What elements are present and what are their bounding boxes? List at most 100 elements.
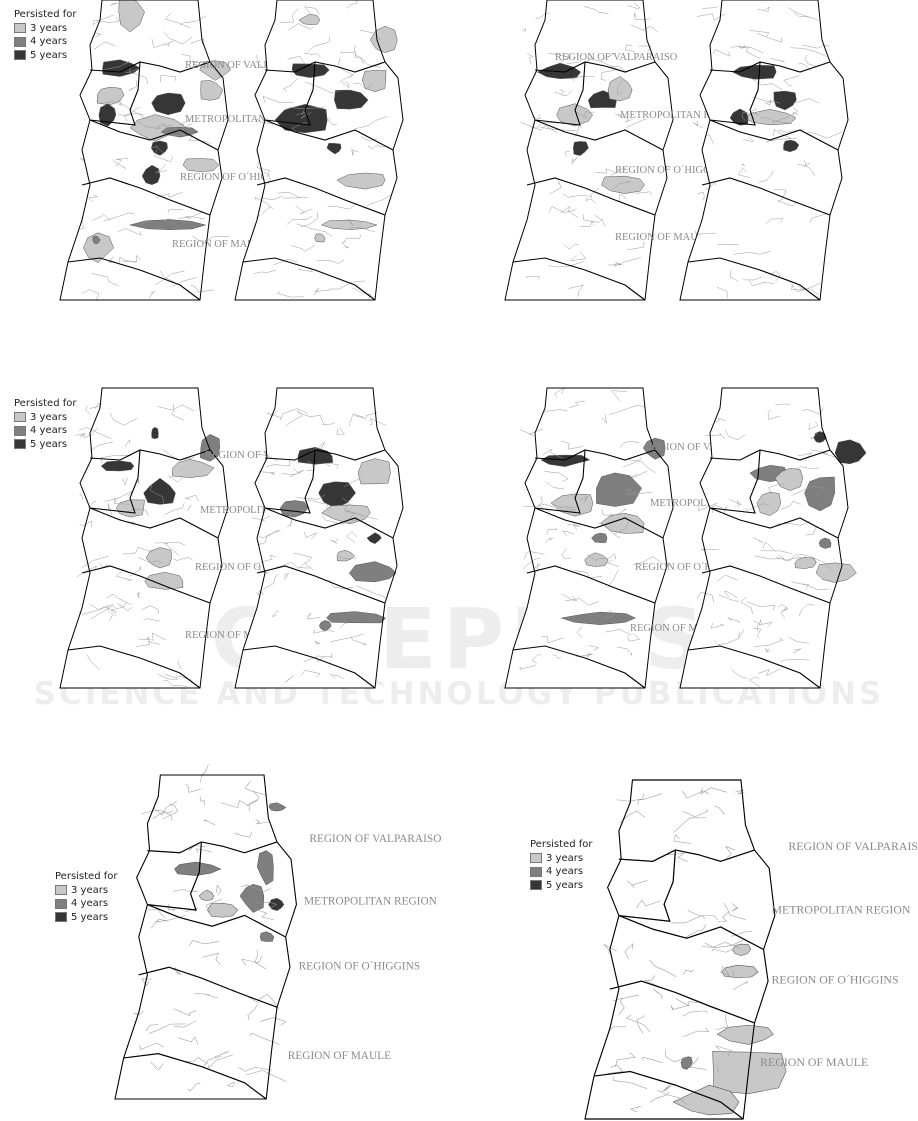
commune-border: [283, 77, 299, 92]
commune-border: [154, 150, 174, 163]
region-border: [89, 119, 219, 151]
commune-border: [187, 504, 192, 512]
commune-border: [188, 134, 212, 144]
commune-border: [748, 280, 775, 287]
commune-border: [562, 530, 574, 536]
persisted-3-years-commune: [357, 458, 391, 485]
commune-border: [162, 448, 195, 461]
region-label-ohiggins: REGION OF O´HIGGINS: [299, 960, 420, 972]
commune-border: [293, 552, 313, 563]
commune-border: [667, 852, 688, 862]
commune-border: [683, 809, 708, 818]
commune-border: [579, 220, 595, 227]
commune-border: [94, 41, 116, 50]
persisted-5-years-commune: [783, 139, 800, 153]
persisted-5-years-commune: [813, 431, 827, 443]
commune-border: [619, 810, 646, 824]
commune-border: [608, 1026, 626, 1032]
persisted-5-years-commune: [573, 141, 589, 156]
commune-border: [670, 1004, 690, 1011]
commune-border: [705, 183, 717, 190]
legend-item: 5 years: [55, 911, 118, 925]
commune-border: [103, 60, 131, 70]
commune-border: [187, 1082, 201, 1092]
region-border: [67, 645, 201, 689]
region-label-maule: REGION OF MAULE: [615, 232, 711, 243]
commune-border: [783, 75, 800, 87]
commune-border: [746, 601, 776, 611]
commune-border: [179, 119, 191, 131]
region-border: [81, 565, 211, 604]
commune-border: [247, 1003, 258, 1021]
commune-border: [696, 13, 726, 21]
legend-title: Persisted for: [55, 871, 118, 882]
commune-border: [738, 44, 764, 54]
commune-border: [744, 503, 769, 511]
commune-border: [208, 1054, 233, 1069]
region-label-ohiggins: REGION OF O´HIGGINS: [180, 172, 293, 183]
commune-border: [190, 284, 215, 293]
commune-border: [205, 898, 223, 914]
commune-border: [633, 12, 651, 20]
commune-border: [149, 290, 155, 299]
commune-border: [327, 117, 338, 125]
commune-border: [774, 189, 786, 200]
region-border: [264, 507, 394, 539]
commune-border: [164, 673, 192, 681]
persisted-3-years-commune: [556, 103, 593, 127]
commune-border: [278, 192, 301, 199]
commune-border: [523, 503, 555, 508]
commune-border: [624, 44, 635, 52]
commune-border: [117, 100, 148, 120]
commune-border: [642, 1056, 663, 1063]
commune-border: [274, 259, 298, 266]
commune-border: [192, 235, 230, 244]
legend-swatch: [55, 885, 67, 896]
commune-border: [687, 910, 718, 921]
commune-border: [613, 520, 630, 535]
region-label-maule: REGION OF MAULE: [185, 630, 281, 641]
commune-border: [715, 1045, 732, 1057]
commune-border: [684, 924, 706, 938]
commune-border: [795, 466, 820, 470]
commune-border: [248, 799, 258, 811]
region-border: [512, 645, 646, 689]
commune-border: [178, 211, 204, 219]
commune-border: [324, 462, 339, 469]
commune-border: [704, 134, 715, 145]
commune-border: [226, 1081, 236, 1088]
commune-border: [526, 53, 534, 64]
commune-border: [595, 168, 617, 174]
commune-border: [88, 500, 97, 508]
commune-border: [810, 432, 818, 440]
commune-border: [173, 1008, 197, 1017]
region-border: [618, 849, 755, 863]
commune-border: [338, 556, 358, 559]
commune-border: [791, 284, 819, 296]
commune-border: [117, 228, 142, 236]
legend-label: 5 years: [30, 49, 68, 61]
region-border: [512, 257, 646, 301]
commune-border: [561, 440, 584, 450]
commune-border: [141, 809, 174, 814]
commune-border: [241, 884, 271, 892]
commune-border: [163, 218, 171, 222]
commune-border: [764, 648, 771, 654]
commune-border: [600, 52, 616, 62]
commune-border: [636, 899, 661, 908]
region-border: [89, 449, 211, 461]
commune-border: [720, 965, 730, 976]
commune-border: [725, 845, 736, 859]
commune-border: [656, 1089, 688, 1105]
commune-border: [758, 170, 774, 183]
commune-border: [114, 497, 130, 505]
commune-border: [262, 574, 279, 590]
commune-border: [330, 633, 364, 642]
region-label-metropolitan: METROPOLITAN REGION: [185, 114, 309, 125]
commune-border: [174, 1020, 197, 1028]
persisted-3-years-commune: [815, 562, 857, 583]
commune-border: [284, 573, 289, 580]
commune-border: [265, 459, 290, 467]
commune-border: [705, 433, 725, 439]
commune-border: [354, 412, 378, 420]
